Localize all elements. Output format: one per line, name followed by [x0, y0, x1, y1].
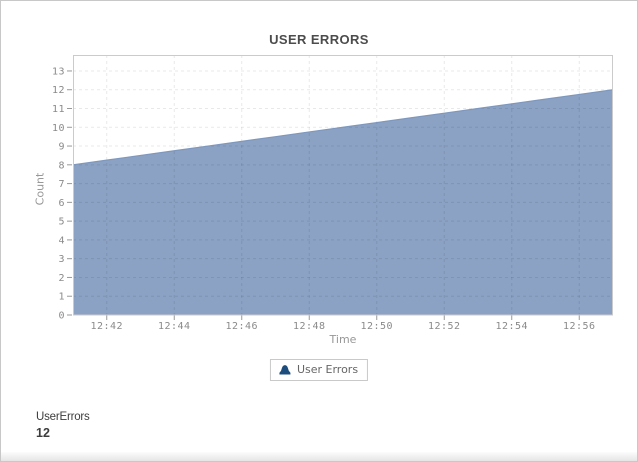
legend-item-label: User Errors: [296, 363, 359, 376]
y-tick-label: 11: [52, 104, 65, 115]
x-tick-label: 12:42: [90, 321, 123, 332]
y-tick-label: 12: [52, 85, 65, 96]
y-tick-label: 4: [58, 235, 65, 246]
plot-border: [73, 55, 613, 316]
x-tick-label: 12:56: [563, 321, 596, 332]
x-tick-label: 12:52: [428, 321, 461, 332]
summary-label: UserErrors: [36, 411, 90, 423]
summary-value: 12: [36, 426, 50, 440]
x-tick-label: 12:54: [495, 321, 528, 332]
y-tick-label: 0: [58, 311, 65, 322]
y-tick-label: 5: [58, 217, 65, 228]
y-tick-label: 1: [58, 292, 65, 303]
y-axis-label: Count: [33, 172, 47, 206]
footer-strip: [1, 452, 637, 461]
y-tick-label: 6: [58, 198, 65, 209]
page-title: USER ERRORS: [269, 32, 369, 47]
legend-item-user-errors[interactable]: User Errors: [269, 359, 369, 381]
y-tick-label: 9: [58, 142, 65, 153]
x-tick-label: 12:44: [158, 321, 191, 332]
y-tick-label: 7: [58, 179, 65, 190]
x-tick-label: 12:50: [360, 321, 393, 332]
y-tick-label: 10: [52, 123, 65, 134]
area-dome-icon: [279, 364, 291, 375]
y-tick-label: 13: [52, 66, 65, 77]
x-tick-label: 12:48: [293, 321, 326, 332]
y-tick-label: 2: [58, 273, 65, 284]
x-tick-label: 12:46: [225, 321, 258, 332]
y-tick-label: 8: [58, 160, 65, 171]
area-edge-line: [72, 89, 614, 166]
x-axis-label: Time: [329, 333, 357, 346]
y-tick-label: 3: [58, 254, 65, 265]
area-dome-icon-shape: [279, 365, 291, 375]
